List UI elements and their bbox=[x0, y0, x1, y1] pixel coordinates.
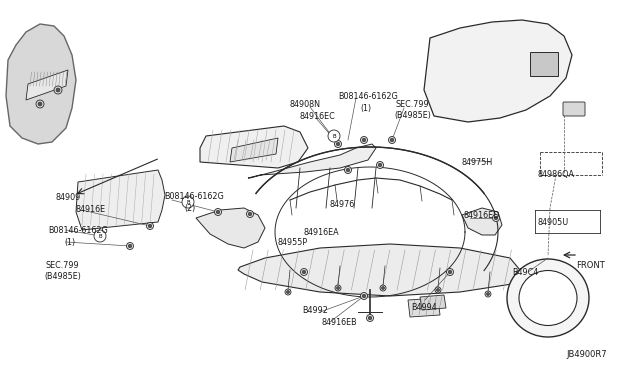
Polygon shape bbox=[424, 20, 572, 122]
Polygon shape bbox=[196, 208, 265, 248]
Text: (1): (1) bbox=[64, 238, 75, 247]
Circle shape bbox=[36, 100, 44, 108]
Text: B: B bbox=[332, 134, 336, 138]
Text: 84909: 84909 bbox=[56, 193, 81, 202]
Circle shape bbox=[435, 287, 441, 293]
Polygon shape bbox=[248, 144, 376, 178]
Circle shape bbox=[148, 224, 152, 228]
Text: (2): (2) bbox=[184, 204, 195, 213]
Text: JB4900R7: JB4900R7 bbox=[566, 350, 607, 359]
Circle shape bbox=[390, 138, 394, 142]
Circle shape bbox=[376, 161, 383, 169]
Text: 84975H: 84975H bbox=[462, 158, 493, 167]
Circle shape bbox=[127, 243, 134, 250]
Polygon shape bbox=[230, 138, 278, 162]
Text: B08146-6162G: B08146-6162G bbox=[48, 226, 108, 235]
Circle shape bbox=[493, 215, 499, 221]
Text: B4994: B4994 bbox=[411, 303, 436, 312]
Polygon shape bbox=[238, 244, 520, 296]
Circle shape bbox=[216, 210, 220, 214]
Polygon shape bbox=[530, 52, 558, 76]
Circle shape bbox=[368, 316, 372, 320]
Text: 84916EA: 84916EA bbox=[304, 228, 340, 237]
Circle shape bbox=[486, 292, 490, 295]
Circle shape bbox=[485, 291, 491, 297]
Text: (1): (1) bbox=[360, 104, 371, 113]
Circle shape bbox=[38, 102, 42, 106]
Circle shape bbox=[287, 291, 289, 294]
Circle shape bbox=[248, 212, 252, 216]
Ellipse shape bbox=[519, 270, 577, 326]
Circle shape bbox=[360, 137, 367, 144]
Circle shape bbox=[302, 270, 306, 274]
FancyBboxPatch shape bbox=[563, 102, 585, 116]
Circle shape bbox=[56, 88, 60, 92]
Text: B: B bbox=[186, 199, 190, 205]
Text: 84916E: 84916E bbox=[75, 205, 105, 214]
Circle shape bbox=[367, 314, 374, 321]
Circle shape bbox=[147, 222, 154, 230]
Circle shape bbox=[494, 216, 498, 220]
Circle shape bbox=[335, 141, 342, 148]
Text: B: B bbox=[98, 234, 102, 238]
Circle shape bbox=[378, 163, 381, 167]
Circle shape bbox=[94, 230, 106, 242]
Circle shape bbox=[380, 285, 386, 291]
Polygon shape bbox=[408, 298, 440, 317]
Text: 84986QA: 84986QA bbox=[538, 170, 575, 179]
Circle shape bbox=[337, 286, 339, 289]
Text: 84908N: 84908N bbox=[290, 100, 321, 109]
Ellipse shape bbox=[507, 259, 589, 337]
Circle shape bbox=[182, 196, 194, 208]
Circle shape bbox=[54, 86, 62, 94]
Polygon shape bbox=[462, 208, 502, 235]
Circle shape bbox=[447, 269, 454, 276]
Circle shape bbox=[336, 142, 340, 146]
Polygon shape bbox=[200, 126, 308, 168]
Circle shape bbox=[381, 286, 385, 289]
Text: 84916EB: 84916EB bbox=[322, 318, 358, 327]
Text: B49C4: B49C4 bbox=[512, 268, 538, 277]
Text: B08146-6162G: B08146-6162G bbox=[164, 192, 224, 201]
Text: B08146-6162G: B08146-6162G bbox=[338, 92, 397, 101]
Text: (B4985E): (B4985E) bbox=[44, 272, 81, 281]
Circle shape bbox=[335, 285, 341, 291]
Circle shape bbox=[360, 292, 367, 299]
Circle shape bbox=[344, 167, 351, 173]
Circle shape bbox=[346, 168, 349, 172]
Text: 84905U: 84905U bbox=[538, 218, 569, 227]
Circle shape bbox=[448, 270, 452, 274]
Circle shape bbox=[301, 269, 307, 276]
Text: 84976: 84976 bbox=[330, 200, 355, 209]
Text: SEC.799: SEC.799 bbox=[396, 100, 429, 109]
Text: 84916EC: 84916EC bbox=[300, 112, 336, 121]
Circle shape bbox=[328, 130, 340, 142]
Circle shape bbox=[362, 138, 365, 142]
Circle shape bbox=[285, 289, 291, 295]
Text: 84955P: 84955P bbox=[278, 238, 308, 247]
Circle shape bbox=[388, 137, 396, 144]
Text: B4992: B4992 bbox=[302, 306, 328, 315]
Text: FRONT: FRONT bbox=[576, 261, 605, 270]
Polygon shape bbox=[6, 24, 76, 144]
Circle shape bbox=[246, 211, 253, 218]
Polygon shape bbox=[26, 70, 68, 100]
Polygon shape bbox=[420, 295, 446, 310]
Text: 84916ED: 84916ED bbox=[464, 211, 500, 220]
Circle shape bbox=[128, 244, 132, 248]
Text: SEC.799: SEC.799 bbox=[46, 261, 79, 270]
Polygon shape bbox=[76, 170, 165, 230]
Circle shape bbox=[436, 289, 440, 292]
Text: (B4985E): (B4985E) bbox=[394, 111, 431, 120]
Circle shape bbox=[214, 208, 221, 215]
Circle shape bbox=[362, 294, 365, 298]
